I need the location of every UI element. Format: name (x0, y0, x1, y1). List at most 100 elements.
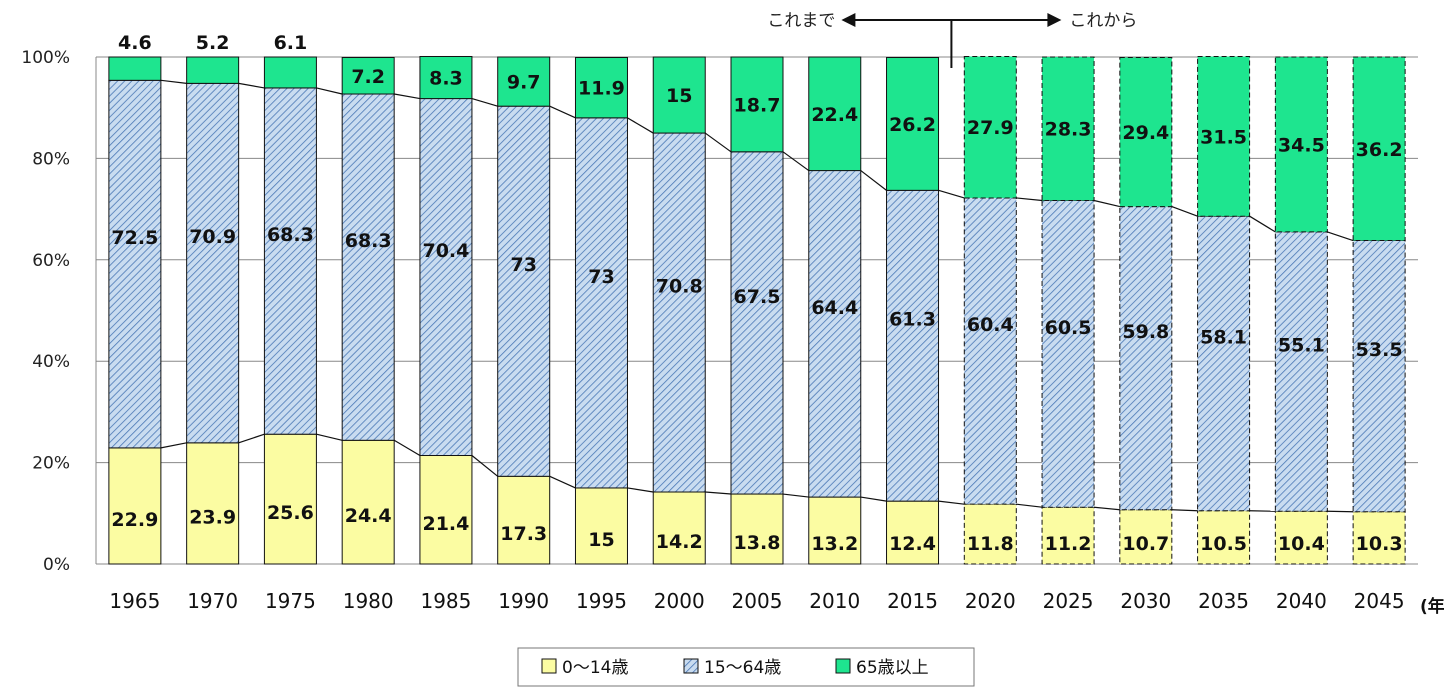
x-tick-label: 1990 (498, 589, 549, 613)
boundary-connector-line (782, 151, 810, 172)
data-label: 21.4 (422, 513, 469, 535)
boundary-connector-line (393, 439, 421, 457)
bar-segment-age-0-14 (730, 493, 784, 565)
bar-segment-age-0-14 (1197, 510, 1251, 565)
boundary-connector-line (471, 97, 498, 107)
data-label: 53.5 (1356, 339, 1403, 361)
bar-segment-age-15-64 (886, 189, 940, 502)
x-tick-label: 1995 (576, 589, 627, 613)
data-label: 15 (588, 529, 614, 551)
data-label: 22.9 (111, 509, 158, 531)
data-label: 22.4 (811, 104, 858, 126)
x-tick-label: 2035 (1198, 589, 1249, 613)
data-label: 60.5 (1045, 317, 1092, 339)
x-tick-label: 2005 (732, 589, 783, 613)
bar-segment-age-15-64 (808, 170, 862, 498)
bar-segment-age-65-plus (886, 57, 940, 191)
data-label: 68.3 (267, 224, 314, 246)
data-label: 29.4 (1122, 122, 1169, 144)
data-label: 25.6 (267, 502, 314, 524)
y-tick-label: 100% (21, 48, 70, 68)
boundary-connector-line (160, 442, 187, 449)
boundary-connector-line (316, 87, 343, 95)
boundary-connector-line (394, 93, 421, 100)
data-label: 27.9 (967, 117, 1014, 139)
data-label: 23.9 (189, 506, 236, 528)
boundary-connector-line (1016, 503, 1043, 508)
bar-segment-age-0-14 (963, 503, 1017, 565)
bar-segment-age-0-14 (574, 487, 628, 565)
bar-segment-age-65-plus (808, 56, 862, 172)
data-label: 17.3 (500, 523, 547, 545)
x-tick-label: 1975 (265, 589, 316, 613)
legend-swatch (835, 658, 851, 674)
data-label: 10.4 (1278, 533, 1325, 555)
bar-segment-age-65-plus (1352, 56, 1406, 242)
bar-segment-age-0-14 (108, 447, 162, 565)
bar-segment-age-0-14 (419, 455, 473, 565)
bar-segment-age-65-plus (1197, 55, 1251, 217)
y-tick-label: 60% (32, 251, 70, 271)
boundary-connector-line (1171, 509, 1198, 512)
bar-segment-age-15-64 (263, 87, 317, 435)
y-tick-label: 80% (32, 149, 70, 169)
bar-segment-age-0-14 (652, 491, 706, 565)
bar-segment-age-15-64 (1352, 240, 1406, 513)
bar-segment-age-15-64 (652, 132, 706, 493)
data-label: 13.8 (734, 532, 781, 554)
boundary-connector-line (1016, 197, 1043, 202)
data-label: 11.2 (1045, 533, 1092, 555)
data-label: 9.7 (507, 72, 541, 94)
bar-segment-age-0-14 (886, 500, 940, 565)
data-label: 12.4 (889, 533, 936, 555)
data-label: 18.7 (734, 94, 781, 116)
data-label: 55.1 (1278, 335, 1325, 357)
boundary-connector-line (938, 189, 965, 199)
data-label: 24.4 (345, 505, 392, 527)
boundary-connector-line (471, 455, 499, 477)
bar-segment-age-65-plus (108, 56, 162, 81)
x-tick-label: 1965 (109, 589, 160, 613)
data-label: 26.2 (889, 114, 936, 136)
bar-segment-age-15-64 (574, 117, 628, 489)
boundary-connector-line (1094, 506, 1120, 511)
boundary-connector-line (860, 170, 887, 191)
data-label: 61.3 (889, 309, 936, 331)
legend-swatch (683, 658, 699, 674)
x-tick-label: 2020 (965, 589, 1016, 613)
boundary-connector-line (549, 475, 576, 489)
data-label: 13.2 (811, 533, 858, 555)
x-tick-label: 2040 (1276, 589, 1327, 613)
boundary-connector-line (627, 487, 654, 493)
data-label: 60.4 (967, 314, 1014, 336)
boundary-connector-line (316, 433, 343, 441)
legend-swatch (541, 658, 557, 674)
data-label: 67.5 (734, 286, 781, 308)
bar-segment-age-65-plus (1119, 57, 1173, 208)
data-label: 34.5 (1278, 134, 1325, 156)
bar-segment-age-65-plus (263, 56, 317, 89)
data-label: 11.9 (578, 78, 625, 100)
bar-segment-age-15-64 (1197, 215, 1251, 512)
bar-segment-age-65-plus (963, 55, 1017, 199)
data-label: 36.2 (1356, 139, 1403, 161)
data-label: 73 (510, 254, 536, 276)
boundary-connector-line (1249, 510, 1276, 512)
data-label: 70.8 (656, 276, 703, 298)
bar-segment-age-0-14 (1274, 510, 1328, 565)
data-label: 4.6 (118, 32, 152, 54)
x-tick-label: 1980 (343, 589, 394, 613)
boundary-connector-line (1171, 206, 1198, 217)
bar-segment-age-65-plus (730, 56, 784, 153)
legend-entry: 0〜14歳 (562, 658, 628, 678)
bar-segment-age-15-64 (419, 98, 473, 457)
bar-segment-age-15-64 (341, 93, 395, 441)
x-tick-label: 1970 (187, 589, 238, 613)
boundary-connector-line (704, 132, 732, 153)
data-label: 11.8 (967, 533, 1014, 555)
y-tick-label: 20% (32, 454, 70, 474)
boundary-connector-line (705, 491, 732, 495)
data-label: 73 (588, 266, 614, 288)
x-tick-label: 2015 (887, 589, 938, 613)
legend-entry: 65歳以上 (856, 658, 929, 678)
